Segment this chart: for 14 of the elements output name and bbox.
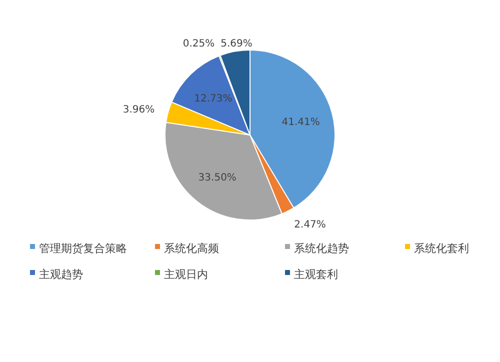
data-label: 33.50% bbox=[198, 172, 236, 184]
legend-label: 主观套利 bbox=[294, 268, 338, 281]
data-label: 41.41% bbox=[282, 116, 320, 128]
data-label: 12.73% bbox=[194, 93, 232, 104]
legend-label: 系统化高频 bbox=[164, 242, 219, 255]
legend-label: 系统化趋势 bbox=[294, 242, 349, 255]
data-label: 3.96% bbox=[122, 104, 155, 116]
legend-label: 主观趋势 bbox=[39, 268, 83, 281]
data-label: 2.47% bbox=[294, 220, 326, 231]
data-label: 0.25% bbox=[182, 38, 215, 50]
legend-label: 管理期货复合策略 bbox=[39, 242, 127, 255]
data-label: 5.69% bbox=[220, 38, 252, 50]
legend-label: 系统化套利 bbox=[414, 242, 469, 255]
legend-label: 主观日内 bbox=[164, 268, 208, 281]
